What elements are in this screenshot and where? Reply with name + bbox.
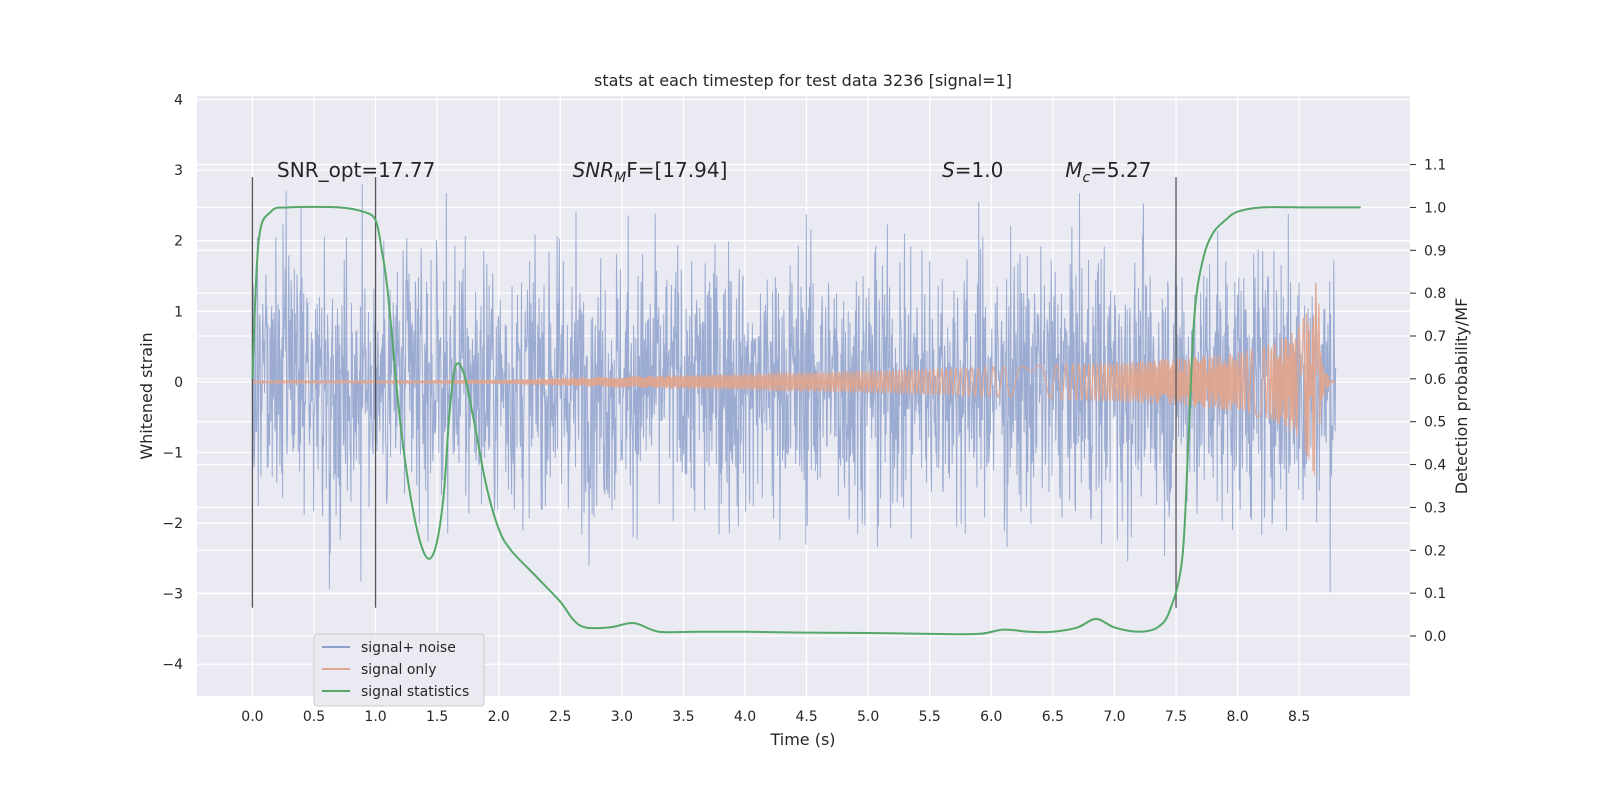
y-tick-label: −4	[162, 657, 183, 673]
x-tick-label: 0.5	[303, 709, 325, 725]
y2-axis-ticks: 0.0 0.1 0.2 0.3 0.4 0.5 0.6 0.7 0.8 0.9 1.0 1.1	[1410, 158, 1446, 645]
y2-tick-label: 1.0	[1424, 200, 1446, 216]
y2-tick-label: 0.3	[1424, 500, 1446, 516]
legend-label: signal statistics	[361, 684, 469, 700]
y-axis-ticks: −4 −3 −2 −1 0 1 2 3 4	[162, 93, 183, 674]
x-tick-label: 5.5	[919, 709, 941, 725]
annotation-mc-value: Mc=5.27	[1065, 158, 1151, 186]
legend: signal+ noise signal only signal statistic…	[313, 633, 485, 707]
x-tick-label: 7.5	[1165, 709, 1187, 725]
annotation-snr-opt: SNR_opt=17.77	[277, 158, 435, 182]
x-tick-label: 4.5	[795, 709, 817, 725]
y-axis-label: Whitened strain	[137, 332, 156, 459]
signal-statistics-line	[251, 205, 1361, 636]
y-tick-label: −3	[162, 587, 183, 603]
y2-tick-label: 0.1	[1424, 586, 1446, 602]
y2-tick-label: 0.2	[1424, 543, 1446, 559]
x-tick-label: 0.0	[241, 709, 263, 725]
annotation-s-value: S=1.0	[942, 158, 1003, 182]
annotation-snr-mf: SNRMF=[17.94]	[573, 158, 728, 186]
x-tick-label: 4.0	[734, 709, 756, 725]
legend-label: signal only	[361, 662, 436, 678]
y2-tick-label: 0.9	[1424, 243, 1446, 259]
x-axis-ticks: 0.0 0.5 1.0 1.5 2.0 2.5 3.0 3.5 4.0 4.5 5.0 5.5 6.0 6…	[241, 709, 1310, 725]
y2-tick-label: 0.4	[1424, 458, 1446, 474]
y-tick-label: 1	[174, 304, 183, 320]
signal-only-line	[252, 282, 1337, 476]
y2-tick-label: 1.1	[1424, 158, 1446, 174]
chart-title: stats at each timestep for test data 323…	[594, 71, 1012, 90]
y-tick-label: −1	[162, 445, 183, 461]
y2-tick-label: 0.6	[1424, 372, 1446, 388]
x-tick-label: 6.5	[1042, 709, 1064, 725]
y-tick-label: 2	[174, 234, 183, 250]
legend-label: signal+ noise	[361, 640, 456, 656]
annotations: SNR_opt=17.77 SNRMF=[17.94] S=1.0 Mc=5.27	[277, 158, 1151, 186]
y2-tick-label: 0.8	[1424, 286, 1446, 302]
x-tick-label: 3.0	[611, 709, 633, 725]
signal-noise-series	[251, 184, 1337, 593]
x-tick-label: 5.0	[857, 709, 879, 725]
x-tick-label: 2.0	[488, 709, 510, 725]
x-axis-label: Time (s)	[769, 730, 835, 749]
y-tick-label: 0	[174, 375, 183, 391]
y2-axis-label: Detection probability/MF	[1452, 298, 1471, 495]
legend-box	[313, 633, 485, 707]
y-tick-label: 3	[174, 163, 183, 179]
x-tick-label: 7.0	[1103, 709, 1125, 725]
x-tick-label: 6.0	[980, 709, 1002, 725]
y2-tick-label: 0.7	[1424, 329, 1446, 345]
signal-noise-line	[251, 184, 1337, 593]
y-tick-label: −2	[162, 516, 183, 532]
x-tick-label: 2.5	[549, 709, 571, 725]
x-tick-label: 3.5	[672, 709, 694, 725]
signal-only-series	[252, 282, 1337, 476]
x-tick-label: 8.5	[1288, 709, 1310, 725]
vertical-markers	[251, 177, 1177, 608]
signal-statistics-series	[251, 205, 1361, 636]
x-tick-label: 8.0	[1226, 709, 1248, 725]
x-tick-label: 1.0	[364, 709, 386, 725]
y2-tick-label: 0.5	[1424, 415, 1446, 431]
x-tick-label: 1.5	[426, 709, 448, 725]
y-tick-label: 4	[174, 93, 183, 109]
y2-tick-label: 0.0	[1424, 629, 1446, 645]
